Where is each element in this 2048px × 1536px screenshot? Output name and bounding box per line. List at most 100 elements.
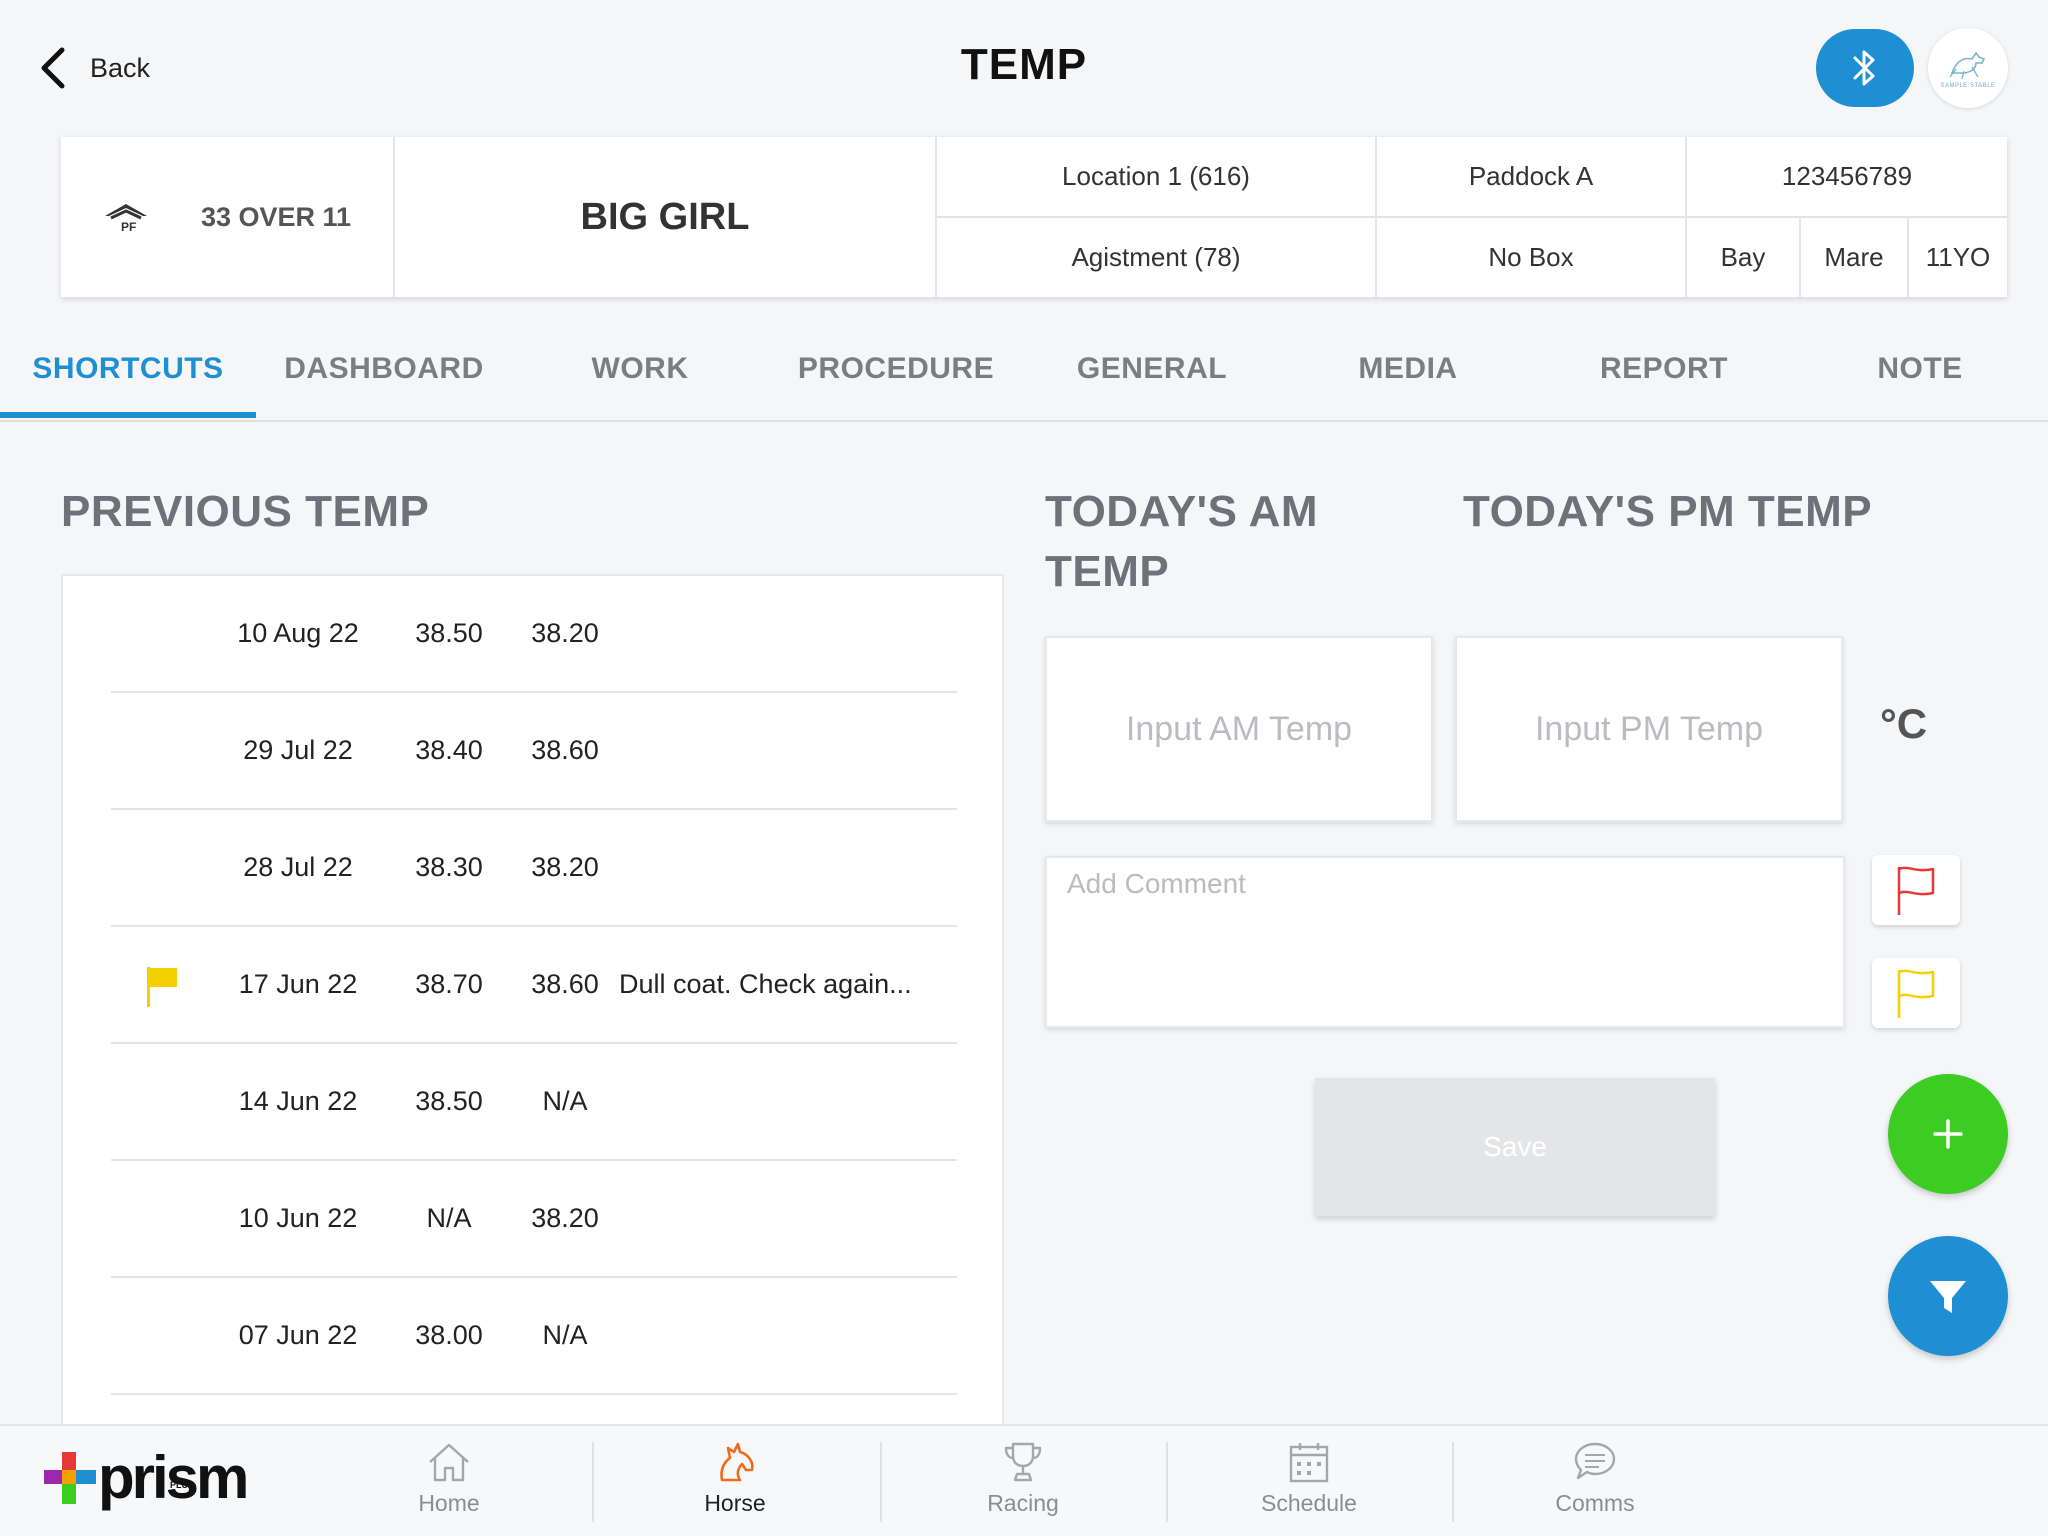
save-button[interactable]: Save bbox=[1315, 1078, 1715, 1216]
row-am-temp: 38.70 bbox=[415, 969, 483, 999]
box-cell: No Box bbox=[1377, 218, 1685, 297]
id-number-value: 123456789 bbox=[1781, 161, 1913, 191]
previous-temp-list[interactable]: 10 Aug 22 38.50 38.20 29 Jul 22 38.40 38… bbox=[61, 574, 1004, 1514]
brand-sub: PLUS bbox=[170, 1480, 195, 1490]
horse-logo-icon bbox=[1949, 51, 1986, 80]
home-icon bbox=[429, 1443, 469, 1482]
list-item[interactable]: 07 Jun 22 38.00 N/A bbox=[111, 1278, 957, 1395]
row-date: 28 Jul 22 bbox=[243, 852, 353, 882]
nav-label: Schedule bbox=[1261, 1490, 1357, 1516]
row-am-temp: 38.30 bbox=[415, 852, 483, 882]
filter-button[interactable] bbox=[1888, 1236, 2008, 1356]
previous-temp-heading: PREVIOUS TEMP bbox=[61, 487, 430, 536]
row-pm-temp: 38.20 bbox=[531, 852, 599, 882]
nav-label: Horse bbox=[704, 1490, 766, 1516]
bluetooth-button[interactable] bbox=[1816, 29, 1914, 107]
pm-temp-input[interactable] bbox=[1455, 636, 1843, 822]
nav-comms[interactable]: Comms bbox=[1452, 1440, 1738, 1526]
paddock-value: Paddock A bbox=[1468, 161, 1594, 191]
back-button[interactable]: Back bbox=[38, 44, 150, 92]
tab-work[interactable]: WORK bbox=[591, 352, 689, 385]
nav-home[interactable]: Home bbox=[306, 1440, 592, 1526]
pm-temp-heading: TODAY'S PM TEMP bbox=[1463, 487, 1873, 536]
box-value: No Box bbox=[1488, 242, 1574, 272]
tab-bar: SHORTCUTS DASHBOARD WORK PROCEDURE GENER… bbox=[0, 340, 2048, 422]
am-temp-input[interactable] bbox=[1045, 636, 1433, 822]
location-cell: Location 1 (616) bbox=[937, 137, 1375, 216]
tab-procedure[interactable]: PROCEDURE bbox=[797, 352, 995, 385]
yellow-flag-icon bbox=[1897, 969, 1935, 1018]
tab-report[interactable]: REPORT bbox=[1599, 352, 1728, 385]
list-item[interactable]: 17 Jun 22 38.70 38.60 Dull coat. Check a… bbox=[111, 927, 957, 1044]
horse-info-card: PF 33 OVER 11 BIG GIRL Location 1 (616) … bbox=[61, 137, 2007, 297]
row-date: 14 Jun 22 bbox=[238, 1086, 358, 1116]
tab-note[interactable]: NOTE bbox=[1877, 352, 1963, 385]
tab-media[interactable]: MEDIA bbox=[1358, 352, 1458, 385]
agistment-value: Agistment (78) bbox=[1071, 242, 1241, 272]
row-comment: Dull coat. Check again... bbox=[619, 969, 912, 999]
yellow-flag-icon bbox=[147, 967, 177, 1007]
filter-icon bbox=[1930, 1281, 1966, 1313]
row-pm-temp: 38.20 bbox=[531, 618, 599, 648]
bluetooth-icon bbox=[1853, 50, 1875, 86]
row-am-temp: N/A bbox=[426, 1203, 472, 1233]
tabs-divider bbox=[0, 420, 2048, 422]
svg-text:PF: PF bbox=[121, 220, 136, 234]
row-pm-temp: 38.60 bbox=[531, 969, 599, 999]
row-am-temp: 38.40 bbox=[415, 735, 483, 765]
tab-shortcuts[interactable]: SHORTCUTS bbox=[32, 352, 224, 385]
location-value: Location 1 (616) bbox=[1062, 161, 1250, 191]
sex-cell: Mare bbox=[1801, 218, 1907, 297]
prism-cross-icon bbox=[44, 1452, 96, 1504]
paddock-cell: Paddock A bbox=[1377, 137, 1685, 216]
colour-value: Bay bbox=[1720, 242, 1766, 272]
id-number-cell: 123456789 bbox=[1687, 137, 2007, 216]
comment-input[interactable] bbox=[1045, 856, 1845, 1028]
nav-racing[interactable]: Racing bbox=[880, 1440, 1166, 1526]
trophy-icon bbox=[1004, 1442, 1042, 1482]
chat-icon bbox=[1574, 1442, 1616, 1480]
row-pm-temp: N/A bbox=[542, 1086, 588, 1116]
row-pm-temp: 38.60 bbox=[531, 735, 599, 765]
horse-name: BIG GIRL bbox=[580, 195, 750, 238]
list-item[interactable]: 10 Aug 22 38.50 38.20 bbox=[111, 576, 957, 693]
back-label: Back bbox=[90, 52, 151, 83]
yellow-flag-button[interactable] bbox=[1872, 958, 1960, 1028]
row-date: 07 Jun 22 bbox=[238, 1320, 358, 1350]
row-am-temp: 38.00 bbox=[415, 1320, 483, 1350]
horse-icon bbox=[720, 1442, 754, 1482]
trainer-name: 33 OVER 11 bbox=[200, 201, 352, 232]
row-am-temp: 38.50 bbox=[415, 1086, 483, 1116]
row-am-temp: 38.50 bbox=[415, 618, 483, 648]
trainer-cell: PF 33 OVER 11 bbox=[61, 137, 393, 297]
tab-dashboard[interactable]: DASHBOARD bbox=[284, 352, 484, 385]
row-date: 10 Jun 22 bbox=[238, 1203, 358, 1233]
list-item[interactable]: 29 Jul 22 38.40 38.60 bbox=[111, 693, 957, 810]
list-item[interactable]: 14 Jun 22 38.50 N/A bbox=[111, 1044, 957, 1161]
nav-label: Comms bbox=[1555, 1490, 1635, 1516]
horse-name-cell: BIG GIRL bbox=[395, 137, 935, 297]
chevron-left-icon bbox=[41, 47, 65, 89]
trainer-logo-icon: PF bbox=[104, 204, 147, 234]
nav-label: Home bbox=[418, 1490, 480, 1516]
nav-horse[interactable]: Horse bbox=[592, 1440, 878, 1526]
nav-schedule[interactable]: Schedule bbox=[1166, 1440, 1452, 1526]
red-flag-icon bbox=[1897, 866, 1935, 915]
row-pm-temp: N/A bbox=[542, 1320, 588, 1350]
brand-name: prism bbox=[98, 1444, 249, 1511]
row-date: 29 Jul 22 bbox=[243, 735, 353, 765]
list-item[interactable]: 10 Jun 22 N/A 38.20 bbox=[111, 1161, 957, 1278]
stable-logo[interactable]: SAMPLE STABLE bbox=[1928, 28, 2008, 108]
calendar-icon bbox=[1289, 1443, 1329, 1483]
red-flag-button[interactable] bbox=[1872, 855, 1960, 925]
add-button[interactable] bbox=[1888, 1074, 2008, 1194]
stable-logo-text: SAMPLE STABLE bbox=[1940, 83, 1996, 89]
sex-value: Mare bbox=[1824, 242, 1884, 272]
list-item[interactable]: 28 Jul 22 38.30 38.20 bbox=[111, 810, 957, 927]
plus-icon bbox=[1933, 1119, 1963, 1149]
nav-label: Racing bbox=[987, 1490, 1059, 1516]
age-cell: 11YO bbox=[1909, 218, 2007, 297]
tab-general[interactable]: GENERAL bbox=[1076, 352, 1228, 385]
bottom-nav: prism PLUS Home Horse Racing Schedule bbox=[0, 1424, 2048, 1536]
prism-logo: prism bbox=[44, 1444, 249, 1511]
